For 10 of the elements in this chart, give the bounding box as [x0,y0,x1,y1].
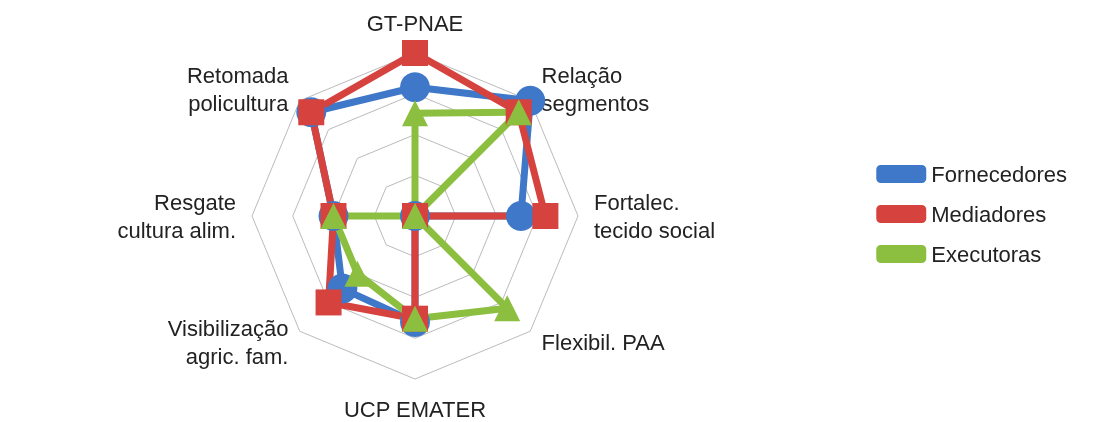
spoke-label: GT-PNAE [366,10,464,36]
spoke-label: UCP EMATER [343,396,487,422]
legend-label: Executoras [931,241,1042,267]
spoke-label: Resgate cultura alim. [117,189,236,243]
legend-label: Mediadores [931,201,1047,227]
legend-label: Fornecedores [931,161,1068,187]
spoke-label: Flexibil. PAA [541,330,665,356]
spoke-label: Retomada policultura [186,62,290,116]
spoke-label: Visibilização agric. fam. [167,316,289,370]
spoke-label: Fortalec. tecido social [594,189,716,243]
